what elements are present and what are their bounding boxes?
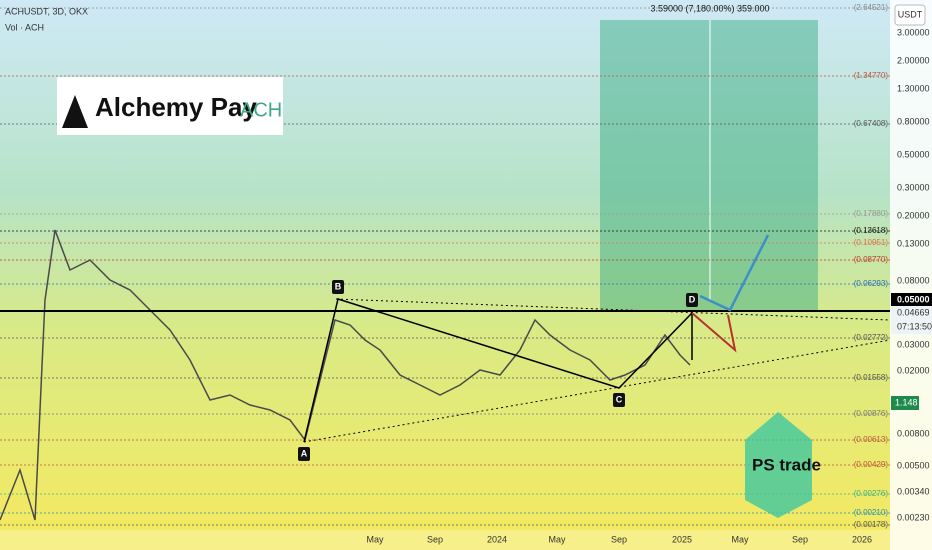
fib-lines [0,7,890,526]
price-tick: 0.08000 [897,275,930,285]
fib-label: (0.00876) [854,409,889,418]
time-tick: Sep [427,534,443,544]
fib-label: (0.00276) [854,489,889,498]
fib-label: (0.01558) [854,373,889,382]
pattern-label: C [616,394,623,404]
blue-arrow [699,234,770,312]
pattern-label: A [301,448,308,458]
red-arrow [691,312,737,353]
price-tick: 0.80000 [897,116,930,126]
price-tick: 0.00800 [897,428,930,438]
currency: USDT [898,9,923,19]
time-axis-bg [0,530,890,550]
price-axis-bg [890,0,932,550]
target-label: 3.59000 (7,180.00%) 359.000 [650,3,769,13]
logo-icon [62,95,88,128]
time-tick: 2026 [852,534,872,544]
fib-label: (0.00210) [854,508,889,517]
volume-box [891,396,919,410]
volume-label: Vol · ACH [5,22,44,32]
abcd-pattern [303,298,693,443]
price-tick: 2.00000 [897,55,930,65]
price-trace [0,229,691,521]
pattern-box [298,447,310,461]
time-tick: May [731,534,749,544]
brand-name: PS trade [752,455,821,474]
currency-box [894,4,926,26]
price-tick: 0.02000 [897,365,930,375]
time-tick: 2025 [672,534,692,544]
price-tick: 0.50000 [897,149,930,159]
fib-label: (0.10951) [854,238,889,247]
logo-ticker: ACH [240,99,282,121]
fib-label: (0.00429) [854,460,889,469]
price-tick: 0.00230 [897,512,930,522]
fib-label: (1.34770) [854,71,889,80]
fib-label: (2.64521) [854,3,889,12]
volume-value: 1.148 [895,397,918,407]
brand-icon [745,412,812,518]
fib-label: (0.17880) [854,209,889,218]
price-tick: 0.03000 [897,339,930,349]
fib-label: (0.13618) [854,226,889,235]
price-tick: 0.05000 [897,294,930,304]
price-tick: 0.00340 [897,486,930,496]
logo-name: Alchemy Pay [95,92,257,122]
price-tick: 0.00500 [897,460,930,470]
time-tick: Sep [792,534,808,544]
fib-label: (0.06293) [854,279,889,288]
price-tick: 0.30000 [897,182,930,192]
pattern-label: B [335,281,342,291]
time-tick: 2024 [487,534,507,544]
price-tick: 0.13000 [897,238,930,248]
trend-line [335,298,891,321]
time-tick: Sep [611,534,627,544]
pattern-label: D [689,294,696,304]
fib-label: (0.02772) [854,333,889,342]
price-tick: 3.00000 [897,27,930,37]
logo-box [57,77,283,135]
trend-line [303,339,891,443]
pattern-box [686,293,698,307]
fib-label: (0.00178) [854,520,889,529]
symbol: ACHUSDT, 3D, OKX [5,6,88,16]
target-zone [600,20,818,310]
pattern-box [613,393,625,407]
current-price: 0.04669 [897,307,930,317]
time-tick: May [366,534,384,544]
countdown: 07:13:50 [897,321,932,331]
price-box [891,293,932,307]
current-box [891,306,932,334]
price-tick: 1.30000 [897,83,930,93]
time-tick: May [548,534,566,544]
fib-label: (0.08770) [854,255,889,264]
pattern-box [332,280,344,294]
fib-label: (0.00613) [854,435,889,444]
fib-label: (0.67408) [854,119,889,128]
price-tick: 0.20000 [897,210,930,220]
